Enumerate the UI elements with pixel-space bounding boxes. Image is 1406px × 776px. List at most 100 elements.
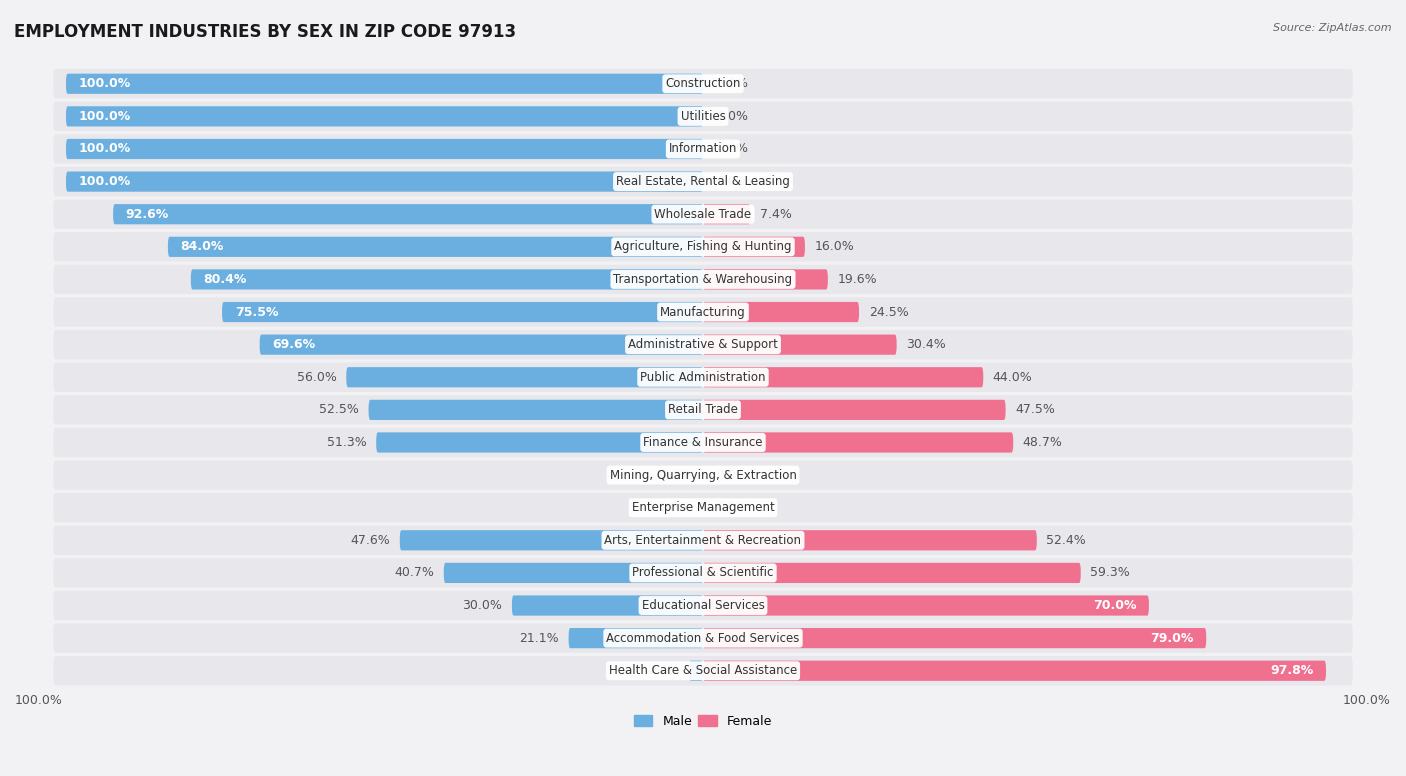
Text: 47.6%: 47.6%	[350, 534, 391, 547]
Text: 7.4%: 7.4%	[759, 208, 792, 220]
FancyBboxPatch shape	[703, 595, 1149, 615]
Text: 100.0%: 100.0%	[79, 175, 131, 188]
Text: Agriculture, Fishing & Hunting: Agriculture, Fishing & Hunting	[614, 241, 792, 253]
FancyBboxPatch shape	[53, 656, 1353, 685]
Text: 0.0%: 0.0%	[658, 469, 690, 482]
Text: 30.0%: 30.0%	[463, 599, 502, 612]
Text: Utilities: Utilities	[681, 110, 725, 123]
FancyBboxPatch shape	[66, 74, 703, 94]
Text: 44.0%: 44.0%	[993, 371, 1032, 384]
FancyBboxPatch shape	[53, 102, 1353, 131]
Text: 30.4%: 30.4%	[907, 338, 946, 352]
Text: 92.6%: 92.6%	[127, 208, 169, 220]
Text: Arts, Entertainment & Recreation: Arts, Entertainment & Recreation	[605, 534, 801, 547]
Text: 69.6%: 69.6%	[273, 338, 315, 352]
Text: Transportation & Warehousing: Transportation & Warehousing	[613, 273, 793, 286]
Text: Manufacturing: Manufacturing	[661, 306, 745, 318]
FancyBboxPatch shape	[377, 432, 703, 452]
FancyBboxPatch shape	[53, 167, 1353, 196]
FancyBboxPatch shape	[112, 204, 703, 224]
Text: 52.5%: 52.5%	[319, 404, 359, 417]
FancyBboxPatch shape	[53, 493, 1353, 522]
FancyBboxPatch shape	[222, 302, 703, 322]
FancyBboxPatch shape	[53, 134, 1353, 164]
FancyBboxPatch shape	[703, 400, 1005, 420]
Text: 59.3%: 59.3%	[1090, 566, 1130, 580]
Text: Mining, Quarrying, & Extraction: Mining, Quarrying, & Extraction	[610, 469, 796, 482]
Text: Health Care & Social Assistance: Health Care & Social Assistance	[609, 664, 797, 677]
FancyBboxPatch shape	[53, 428, 1353, 457]
FancyBboxPatch shape	[703, 302, 859, 322]
FancyBboxPatch shape	[703, 628, 1206, 648]
FancyBboxPatch shape	[53, 232, 1353, 262]
FancyBboxPatch shape	[260, 334, 703, 355]
Text: 21.1%: 21.1%	[519, 632, 560, 645]
Text: Source: ZipAtlas.com: Source: ZipAtlas.com	[1274, 23, 1392, 33]
Text: Information: Information	[669, 143, 737, 155]
Text: 16.0%: 16.0%	[814, 241, 855, 253]
FancyBboxPatch shape	[53, 623, 1353, 653]
Text: 0.0%: 0.0%	[716, 469, 748, 482]
Text: 0.0%: 0.0%	[716, 143, 748, 155]
FancyBboxPatch shape	[53, 460, 1353, 490]
FancyBboxPatch shape	[512, 595, 703, 615]
Text: 84.0%: 84.0%	[180, 241, 224, 253]
FancyBboxPatch shape	[368, 400, 703, 420]
Text: 48.7%: 48.7%	[1022, 436, 1063, 449]
Text: 56.0%: 56.0%	[297, 371, 336, 384]
FancyBboxPatch shape	[703, 660, 1326, 681]
Text: 100.0%: 100.0%	[79, 143, 131, 155]
FancyBboxPatch shape	[66, 171, 703, 192]
Text: 0.0%: 0.0%	[716, 78, 748, 90]
FancyBboxPatch shape	[66, 106, 703, 126]
Text: Finance & Insurance: Finance & Insurance	[644, 436, 762, 449]
FancyBboxPatch shape	[167, 237, 703, 257]
Text: 0.0%: 0.0%	[716, 110, 748, 123]
FancyBboxPatch shape	[346, 367, 703, 387]
Text: Wholesale Trade: Wholesale Trade	[654, 208, 752, 220]
Text: Real Estate, Rental & Leasing: Real Estate, Rental & Leasing	[616, 175, 790, 188]
FancyBboxPatch shape	[53, 330, 1353, 359]
FancyBboxPatch shape	[568, 628, 703, 648]
Text: Professional & Scientific: Professional & Scientific	[633, 566, 773, 580]
Text: EMPLOYMENT INDUSTRIES BY SEX IN ZIP CODE 97913: EMPLOYMENT INDUSTRIES BY SEX IN ZIP CODE…	[14, 23, 516, 41]
FancyBboxPatch shape	[703, 269, 828, 289]
FancyBboxPatch shape	[66, 139, 703, 159]
Text: 0.0%: 0.0%	[716, 175, 748, 188]
FancyBboxPatch shape	[53, 297, 1353, 327]
FancyBboxPatch shape	[399, 530, 703, 550]
FancyBboxPatch shape	[703, 367, 983, 387]
Text: 97.8%: 97.8%	[1270, 664, 1313, 677]
Text: 100.0%: 100.0%	[15, 695, 63, 707]
Text: Educational Services: Educational Services	[641, 599, 765, 612]
FancyBboxPatch shape	[53, 525, 1353, 555]
FancyBboxPatch shape	[703, 204, 751, 224]
Text: 79.0%: 79.0%	[1150, 632, 1194, 645]
Text: Retail Trade: Retail Trade	[668, 404, 738, 417]
FancyBboxPatch shape	[53, 362, 1353, 392]
Text: 47.5%: 47.5%	[1015, 404, 1054, 417]
Text: Public Administration: Public Administration	[640, 371, 766, 384]
FancyBboxPatch shape	[53, 69, 1353, 99]
Text: 100.0%: 100.0%	[1343, 695, 1391, 707]
Legend: Male, Female: Male, Female	[628, 709, 778, 733]
FancyBboxPatch shape	[444, 563, 703, 583]
FancyBboxPatch shape	[703, 432, 1014, 452]
Text: 40.7%: 40.7%	[394, 566, 434, 580]
Text: 100.0%: 100.0%	[79, 78, 131, 90]
FancyBboxPatch shape	[703, 530, 1036, 550]
Text: Enterprise Management: Enterprise Management	[631, 501, 775, 514]
Text: Construction: Construction	[665, 78, 741, 90]
FancyBboxPatch shape	[703, 563, 1081, 583]
Text: 2.2%: 2.2%	[648, 664, 679, 677]
FancyBboxPatch shape	[53, 558, 1353, 587]
Text: 100.0%: 100.0%	[79, 110, 131, 123]
FancyBboxPatch shape	[53, 265, 1353, 294]
Text: Administrative & Support: Administrative & Support	[628, 338, 778, 352]
Text: 51.3%: 51.3%	[326, 436, 367, 449]
FancyBboxPatch shape	[53, 395, 1353, 424]
Text: 24.5%: 24.5%	[869, 306, 908, 318]
Text: 0.0%: 0.0%	[658, 501, 690, 514]
FancyBboxPatch shape	[703, 237, 804, 257]
Text: 0.0%: 0.0%	[716, 501, 748, 514]
